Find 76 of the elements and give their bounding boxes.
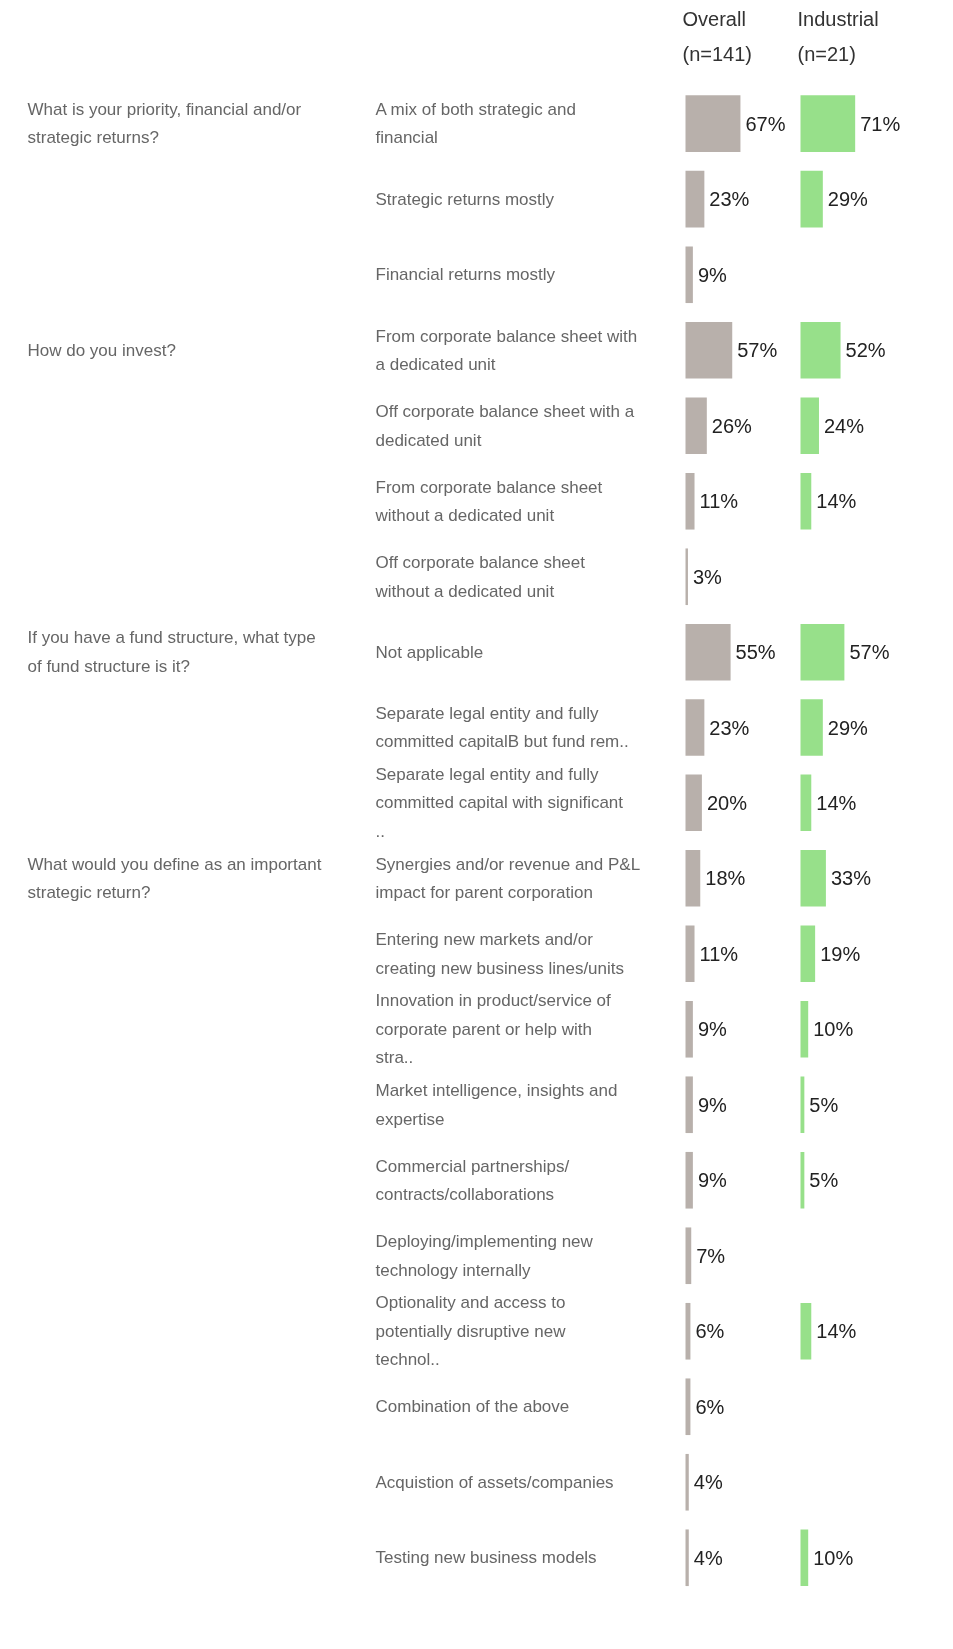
bar xyxy=(800,849,826,907)
data-label: 19% xyxy=(820,942,861,965)
data-label: 29% xyxy=(827,188,869,211)
data-label: 6% xyxy=(695,1320,725,1343)
data-label: 6% xyxy=(695,1395,725,1418)
y-tick-label: From corporate balance sheet with a dedicated unit xyxy=(375,326,638,374)
data-label: 57% xyxy=(849,641,890,664)
bar xyxy=(685,1529,689,1587)
data-label: 9% xyxy=(697,1093,727,1116)
data-label: 14% xyxy=(816,791,857,814)
bar xyxy=(685,1151,693,1209)
series-label: Industrial (n=21) xyxy=(797,8,879,66)
data-label: 10% xyxy=(813,1546,854,1569)
text: What would you define as an important strategic return? xyxy=(27,854,322,902)
y-tick-label: Not applicable xyxy=(375,642,484,662)
data-label: 14% xyxy=(816,490,857,513)
bar xyxy=(685,397,707,455)
y-tick-label: Commercial partnerships/ contracts/collaborations xyxy=(375,1156,570,1204)
y-tick-label: A mix of both strategic and financial xyxy=(375,99,576,148)
data-label: 9% xyxy=(697,263,727,286)
bar xyxy=(685,1000,693,1058)
y-tick-label: From corporate balance sheet without a dedicated unit xyxy=(374,477,603,525)
bar xyxy=(800,1000,809,1058)
y-tick-label: Financial returns mostly xyxy=(375,265,556,285)
y-tick-label: Synergies and/or revenue and P&L impact for parent corporation xyxy=(375,854,641,902)
data-label: 23% xyxy=(709,716,750,739)
y-tick-label: Deploying/implementing new technology internally xyxy=(375,1232,594,1280)
data-label: 67% xyxy=(745,112,786,135)
data-label: 20% xyxy=(706,791,748,814)
data-label: 10% xyxy=(813,1018,854,1041)
data-label: 55% xyxy=(735,641,776,664)
data-label: 5% xyxy=(809,1093,839,1116)
data-label: 26% xyxy=(711,414,753,437)
data-label: 33% xyxy=(830,867,872,890)
text: What is your priority, financial and/or strategic returns? xyxy=(27,99,302,148)
data-label: 11% xyxy=(699,490,739,513)
data-label: 9% xyxy=(697,1169,727,1192)
y-tick-label: Combination of the above xyxy=(375,1397,570,1417)
y-tick-label: Separate legal entity and fully committed capital with significant .. xyxy=(375,764,624,841)
y-tick-label: Entering new markets and/or creating new business lines/units xyxy=(375,930,625,978)
y-tick-label: Acquistion of assets/companies xyxy=(375,1472,614,1492)
data-label: 9% xyxy=(697,1018,727,1041)
data-label: 4% xyxy=(693,1546,723,1569)
bar xyxy=(800,1302,812,1360)
data-label: 18% xyxy=(705,867,746,890)
data-label: 3% xyxy=(692,565,723,588)
y-tick-label: Innovation in product/service of corporate parent or help with stra.. xyxy=(375,991,612,1068)
bar xyxy=(685,1453,689,1511)
y-tick-label: Testing new business models xyxy=(375,1548,597,1568)
series-label: Overall (n=141) xyxy=(682,8,752,66)
bar xyxy=(800,1529,809,1587)
text: How do you invest? xyxy=(27,340,176,360)
y-tick-label: Off corporate balance sheet without a dedicated unit xyxy=(374,553,586,601)
data-label: 24% xyxy=(823,414,865,437)
y-tick-label: Off corporate balance sheet with a dedicated unit xyxy=(375,402,635,450)
y-tick-label: Optionality and access to potentially disruptive new technol.. xyxy=(375,1293,567,1370)
bar xyxy=(800,925,816,983)
data-label: 7% xyxy=(696,1244,726,1267)
data-label: 23% xyxy=(709,188,750,211)
data-label: 57% xyxy=(737,339,778,362)
data-label: 71% xyxy=(860,112,901,135)
data-label: 14% xyxy=(816,1320,857,1343)
y-tick-label: Market intelligence, insights and expertise xyxy=(375,1081,618,1129)
data-label: 52% xyxy=(845,339,886,362)
data-label: 4% xyxy=(693,1471,723,1494)
bar xyxy=(685,849,701,907)
y-tick-label: Separate legal entity and fully committed capitalB but fund rem.. xyxy=(375,703,629,752)
bar xyxy=(685,472,695,530)
text: If you have a fund structure, what type of fund structure is it? xyxy=(27,628,316,676)
bar xyxy=(685,1076,693,1134)
data-label: 29% xyxy=(827,716,869,739)
y-tick-label: Strategic returns mostly xyxy=(375,189,555,209)
bar xyxy=(685,925,695,983)
bar xyxy=(685,321,733,379)
data-label: 5% xyxy=(809,1169,839,1192)
data-label: 11% xyxy=(699,942,739,965)
